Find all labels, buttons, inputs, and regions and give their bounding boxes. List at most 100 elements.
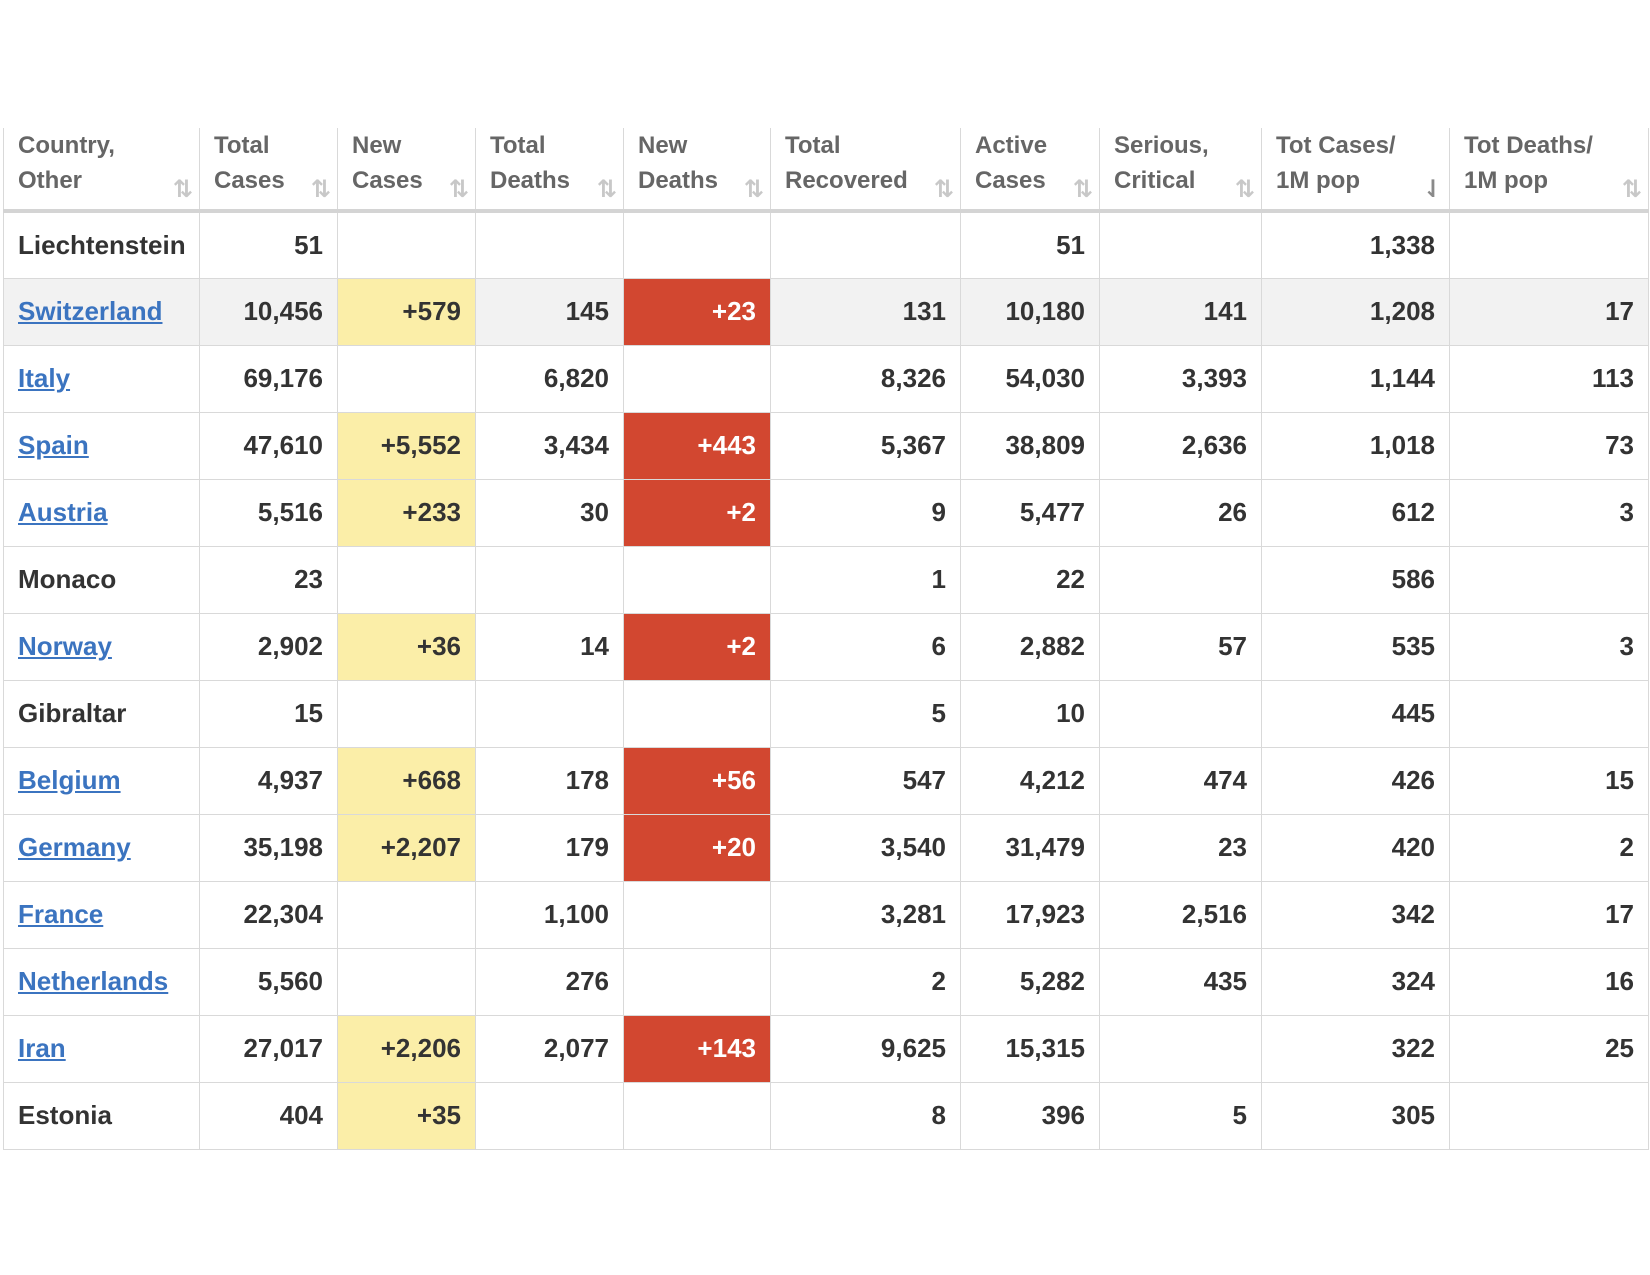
tot-deaths-per-1m-cell: 113: [1449, 344, 1649, 413]
column-header-total-cases[interactable]: Total Cases ⇅: [199, 128, 338, 213]
new-deaths-cell: +2: [623, 612, 771, 681]
serious-critical-cell: 435: [1099, 947, 1262, 1016]
active-cases-cell: 17,923: [960, 880, 1100, 949]
sort-descending-icon[interactable]: ⇃: [1422, 176, 1443, 203]
tot-cases-per-1m-cell: 535: [1261, 612, 1450, 681]
total-recovered-cell: 1: [770, 545, 961, 614]
table-row: France 22,304 1,100 3,281 17,923 2,516 342 17: [3, 880, 1649, 949]
sort-icon[interactable]: ⇅: [1072, 176, 1093, 203]
total-recovered-cell: 8,326: [770, 344, 961, 413]
sort-icon[interactable]: ⇅: [172, 176, 193, 203]
total-cases-cell: 2,902: [199, 612, 338, 681]
country-link[interactable]: Germany: [18, 832, 131, 862]
country-link[interactable]: France: [18, 899, 104, 929]
sort-icon[interactable]: ⇅: [596, 176, 617, 203]
table-row: Italy 69,176 6,820 8,326 54,030 3,393 1,144 113: [3, 344, 1649, 413]
country-link[interactable]: Italy: [18, 363, 71, 393]
country-name: Liechtenstein: [18, 229, 186, 260]
country-link[interactable]: Netherlands: [18, 966, 169, 996]
total-recovered-cell: 9,625: [770, 1014, 961, 1083]
active-cases-cell: 31,479: [960, 813, 1100, 882]
country-cell: Iran: [3, 1014, 200, 1083]
country-link[interactable]: Austria: [18, 497, 108, 527]
total-recovered-cell: 5: [770, 679, 961, 748]
column-header-total-deaths[interactable]: Total Deaths ⇅: [475, 128, 624, 213]
tot-deaths-per-1m-cell: [1449, 210, 1649, 279]
column-header-active-cases[interactable]: Active Cases ⇅: [960, 128, 1100, 213]
new-deaths-cell: [623, 880, 771, 949]
country-name: Estonia: [18, 1100, 112, 1130]
total-cases-cell: 47,610: [199, 411, 338, 480]
column-header-new-cases[interactable]: New Cases ⇅: [337, 128, 476, 213]
country-link[interactable]: Belgium: [18, 765, 121, 795]
column-header-tot-deaths-per-1m[interactable]: Tot Deaths/ 1M pop ⇅: [1449, 128, 1649, 213]
new-deaths-cell: [623, 679, 771, 748]
sort-icon[interactable]: ⇅: [448, 176, 469, 203]
serious-critical-cell: 2,516: [1099, 880, 1262, 949]
column-header-new-deaths[interactable]: New Deaths ⇅: [623, 128, 771, 213]
new-deaths-cell: +2: [623, 478, 771, 547]
country-link[interactable]: Switzerland: [18, 296, 163, 326]
country-cell: Norway: [3, 612, 200, 681]
new-cases-cell: +668: [337, 746, 476, 815]
country-link[interactable]: Spain: [18, 430, 89, 460]
table-row: Iran 27,017 +2,206 2,077 +143 9,625 15,315 322 2…: [3, 1014, 1649, 1083]
table-body: Liechtenstein 51 51 1,338 Switzerland 10,456 +…: [3, 210, 1649, 1150]
serious-critical-cell: [1099, 679, 1262, 748]
sort-icon[interactable]: ⇅: [310, 176, 331, 203]
total-deaths-cell: 30: [475, 478, 624, 547]
column-header-total-recovered[interactable]: Total Recovered ⇅: [770, 128, 961, 213]
active-cases-cell: 10: [960, 679, 1100, 748]
sort-icon[interactable]: ⇅: [933, 176, 954, 203]
country-name: Gibraltar: [18, 698, 127, 728]
new-cases-cell: +579: [337, 277, 476, 346]
sort-icon[interactable]: ⇅: [1234, 176, 1255, 203]
country-link[interactable]: Norway: [18, 631, 112, 661]
new-cases-cell: [337, 947, 476, 1016]
total-cases-cell: 4,937: [199, 746, 338, 815]
new-cases-cell: +5,552: [337, 411, 476, 480]
tot-deaths-per-1m-cell: 17: [1449, 880, 1649, 949]
total-cases-cell: 23: [199, 545, 338, 614]
country-cell: Netherlands: [3, 947, 200, 1016]
total-cases-cell: 35,198: [199, 813, 338, 882]
new-deaths-cell: [623, 947, 771, 1016]
table-row: Estonia 404 +35 8 396 5 305: [3, 1081, 1649, 1150]
column-header-tot-cases-per-1m[interactable]: Tot Cases/ 1M pop ⇃: [1261, 128, 1450, 213]
table-row: Netherlands 5,560 276 2 5,282 435 324 16: [3, 947, 1649, 1016]
serious-critical-cell: [1099, 545, 1262, 614]
column-header-serious-critical[interactable]: Serious, Critical ⇅: [1099, 128, 1262, 213]
new-cases-cell: +2,207: [337, 813, 476, 882]
table-row: Norway 2,902 +36 14 +2 6 2,882 57 535 3: [3, 612, 1649, 681]
total-deaths-cell: [475, 679, 624, 748]
tot-cases-per-1m-cell: 586: [1261, 545, 1450, 614]
total-cases-cell: 15: [199, 679, 338, 748]
header-row: Country, Other ⇅ Total Cases ⇅ New Cases…: [3, 128, 1649, 213]
total-deaths-cell: [475, 1081, 624, 1150]
new-cases-cell: +2,206: [337, 1014, 476, 1083]
tot-deaths-per-1m-cell: 3: [1449, 478, 1649, 547]
new-cases-cell: [337, 344, 476, 413]
tot-cases-per-1m-cell: 426: [1261, 746, 1450, 815]
country-link[interactable]: Iran: [18, 1033, 66, 1063]
sort-icon[interactable]: ⇅: [1621, 176, 1642, 203]
tot-cases-per-1m-cell: 612: [1261, 478, 1450, 547]
sort-icon[interactable]: ⇅: [743, 176, 764, 203]
country-cell: Austria: [3, 478, 200, 547]
total-recovered-cell: 131: [770, 277, 961, 346]
column-header-country[interactable]: Country, Other ⇅: [3, 128, 200, 213]
tot-cases-per-1m-cell: 445: [1261, 679, 1450, 748]
total-deaths-cell: [475, 210, 624, 279]
tot-cases-per-1m-cell: 324: [1261, 947, 1450, 1016]
total-recovered-cell: 6: [770, 612, 961, 681]
new-deaths-cell: [623, 1081, 771, 1150]
table-row: Austria 5,516 +233 30 +2 9 5,477 26 612 3: [3, 478, 1649, 547]
table-header: Country, Other ⇅ Total Cases ⇅ New Cases…: [3, 128, 1649, 213]
serious-critical-cell: [1099, 1014, 1262, 1083]
active-cases-cell: 54,030: [960, 344, 1100, 413]
total-deaths-cell: 276: [475, 947, 624, 1016]
new-deaths-cell: +23: [623, 277, 771, 346]
active-cases-cell: 38,809: [960, 411, 1100, 480]
tot-cases-per-1m-cell: 342: [1261, 880, 1450, 949]
active-cases-cell: 22: [960, 545, 1100, 614]
